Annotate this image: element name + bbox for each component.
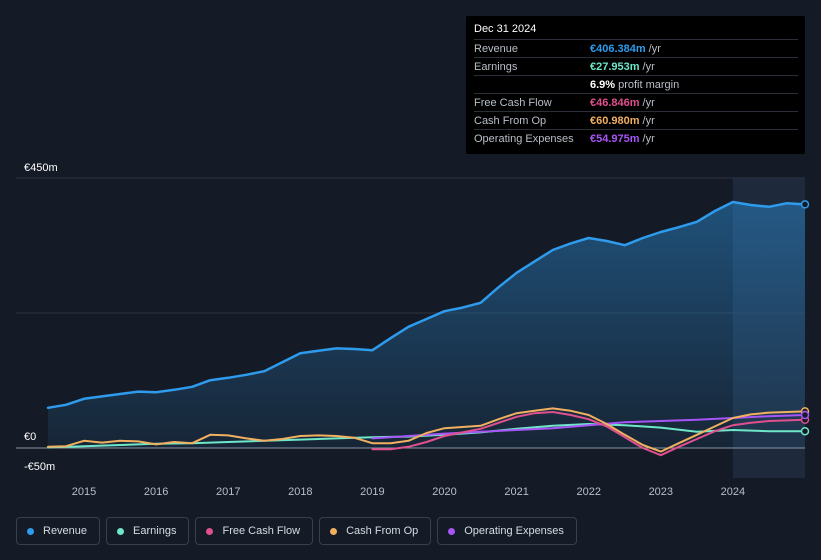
x-tick-label: 2019 (360, 486, 384, 498)
endpoint-marker-earnings (800, 426, 810, 436)
legend-label: Operating Expenses (464, 525, 564, 537)
tooltip-value: €60.980m (590, 114, 640, 127)
x-tick-label: 2021 (504, 486, 528, 498)
tooltip-row: Earnings €27.953m/yr (474, 57, 798, 75)
revenue-area (48, 202, 805, 448)
tooltip-unit: /yr (642, 60, 655, 73)
series-line-free-cash-flow (371, 411, 806, 457)
x-tick-label: 2018 (288, 486, 312, 498)
tooltip-rows: Revenue €406.384m/yr Earnings €27.953m/yr 6.… (474, 39, 798, 147)
legend-dot-icon (448, 527, 456, 535)
x-tick-label: 2023 (649, 486, 673, 498)
tooltip-value: €406.384m (590, 42, 646, 55)
x-tick-label: 2017 (216, 486, 240, 498)
x-tick-label: 2016 (144, 486, 168, 498)
tooltip-unit: /yr (648, 42, 661, 55)
legend-dot-icon (27, 527, 34, 535)
x-axis-ticks: 2015 2016 2017 2018 2019 2020 2021 2022 2023 2024 (72, 486, 745, 498)
legend-item-free-cash-flow[interactable]: Free Cash Flow (195, 517, 314, 545)
x-tick-label: 2022 (576, 486, 600, 498)
legend-label: Cash From Op (346, 525, 419, 537)
tooltip-unit: /yr (642, 96, 655, 109)
tooltip-panel: Dec 31 2024 Revenue €406.384m/yr Earnings €… (466, 16, 805, 154)
legend-label: Free Cash Flow (222, 525, 301, 537)
tooltip-label: Free Cash Flow (474, 96, 552, 109)
series-endpoints (800, 200, 810, 436)
tooltip-unit: /yr (642, 132, 655, 145)
tooltip-value: 6.9% (590, 78, 616, 91)
tooltip-value: €54.975m (590, 132, 640, 145)
legend-dot-icon (117, 527, 125, 535)
tooltip-value: €46.846m (590, 96, 640, 109)
endpoint-marker-operating-expenses (800, 410, 810, 420)
tooltip-unit: profit margin (618, 78, 680, 91)
y-label-zero: €0 (24, 431, 36, 443)
y-axis-labels: €450m €0 -€50m (24, 162, 58, 473)
tooltip-row: 6.9% profit margin (474, 75, 798, 93)
tooltip-label: Revenue (474, 42, 519, 55)
tooltip-unit: /yr (642, 114, 655, 127)
legend-label: Revenue (43, 525, 88, 537)
legend-label: Earnings (133, 525, 177, 537)
tooltip-value: €27.953m (590, 60, 640, 73)
legend-item-revenue[interactable]: Revenue (16, 517, 101, 545)
tooltip-row: Cash From Op €60.980m/yr (474, 111, 798, 129)
legend-item-operating-expenses[interactable]: Operating Expenses (437, 517, 577, 545)
legend-dot-icon (330, 527, 338, 535)
tooltip-label: Earnings (474, 60, 518, 73)
tooltip-row: Free Cash Flow €46.846m/yr (474, 93, 798, 111)
tooltip-label: Operating Expenses (474, 132, 574, 145)
series-lines (46, 200, 807, 457)
x-tick-label: 2015 (72, 486, 96, 498)
chart-legend: Revenue Earnings Free Cash Flow Cash From O… (16, 517, 577, 547)
legend-dot-icon (206, 527, 214, 535)
tooltip-row: Revenue €406.384m/yr (474, 39, 798, 57)
series-line-revenue (46, 200, 807, 410)
legend-item-cash-from-op[interactable]: Cash From Op (319, 517, 432, 545)
x-tick-label: 2020 (432, 486, 456, 498)
y-label-top: €450m (24, 162, 58, 174)
legend-item-earnings[interactable]: Earnings (106, 517, 190, 545)
tooltip-label: Cash From Op (474, 114, 547, 127)
tooltip-date: Dec 31 2024 (474, 23, 537, 35)
y-label-bottom: -€50m (24, 461, 55, 473)
endpoint-marker-revenue (800, 200, 810, 209)
series-line-cash-from-op (47, 407, 806, 453)
tooltip-row: Operating Expenses €54.975m/yr (474, 129, 798, 147)
x-tick-label: 2024 (721, 486, 745, 498)
